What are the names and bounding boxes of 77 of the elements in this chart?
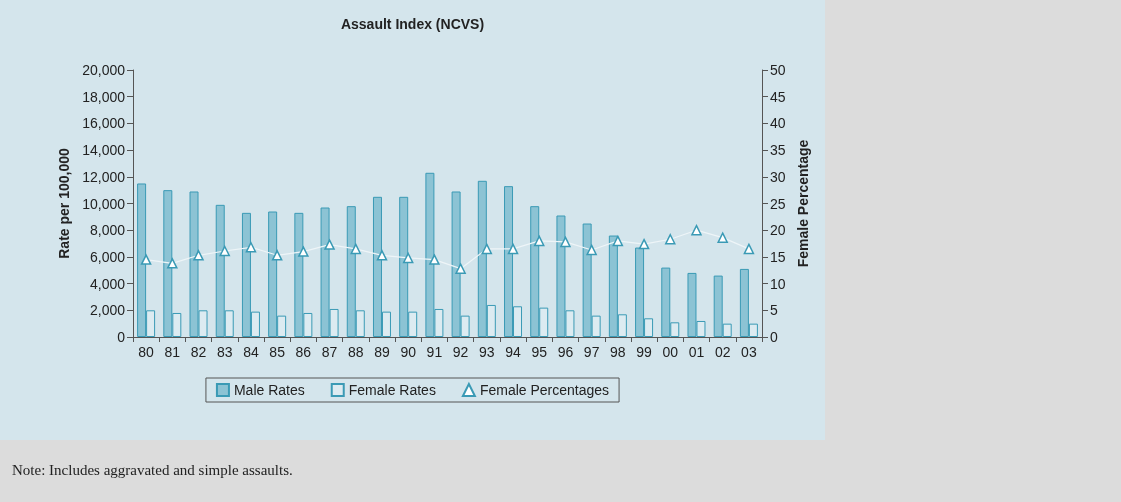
x-tick-label: 88 [347,344,364,360]
y-tick-label: 12,000 [82,168,126,185]
y2-tick-label: 25 [770,195,786,212]
y-tick-label: 10,000 [82,195,126,212]
x-tick-label: 85 [269,344,286,360]
x-tick-label: 98 [610,344,626,360]
y2-tick-label: 15 [770,248,786,265]
y-tick-label: 6,000 [89,248,126,265]
y2-tick-label: 5 [770,302,778,319]
point [507,243,519,255]
point [481,243,493,255]
point [455,263,466,274]
point [271,250,283,261]
point [691,224,702,236]
x-tick-label: 80 [138,344,155,360]
point [586,244,597,256]
point [429,254,440,265]
legend-label: Female Rates [348,382,436,398]
x-tick-label: 86 [295,344,312,360]
point [219,245,230,257]
point [638,238,650,250]
point [560,236,571,248]
point [193,250,204,261]
y2-tick-label: 0 [770,329,778,345]
y2-tick-label: 30 [770,168,786,185]
point [612,235,624,247]
point [665,234,676,245]
point [743,243,755,255]
point [167,258,178,269]
x-tick-label: 96 [557,344,574,360]
x-tick-label: 99 [636,344,653,360]
y-tick-label: 0 [117,329,126,345]
point [245,242,257,253]
point [376,250,388,261]
y2-tick-label: 50 [770,62,786,78]
x-tick-label: 03 [741,344,757,360]
point [533,235,545,247]
x-tick-label: 87 [321,344,338,360]
x-tick-label: 00 [662,344,679,360]
y2-tick-label: 45 [770,88,786,105]
text: Note: Includes aggravated and simple assaults. [11,461,294,479]
y-tick-label: 8,000 [89,222,126,239]
chart-title: Assault Index (NCVS) [340,16,485,32]
y-axis-title: Rate per 100,000 [56,148,72,259]
x-tick-label: 02 [714,344,731,360]
x-tick-label: 81 [164,344,181,360]
x-tick-label: 95 [531,344,548,360]
x-tick-label: 01 [688,344,705,360]
y-tick-label: 16,000 [82,115,126,132]
y2-tick-label: 10 [770,275,786,292]
y-tick-label: 14,000 [82,142,126,159]
x-tick-label: 90 [400,344,417,360]
x-tick-label: 92 [452,344,469,360]
x-tick-label: 97 [583,344,600,360]
y-tick-label: 4,000 [89,275,126,292]
x-tick-label: 93 [479,344,495,360]
y-tick-label: 20,000 [82,62,126,78]
y2-tick-label: 40 [770,115,786,132]
y2-tick-label: 35 [770,142,786,159]
legend-label: Male Rates [233,382,305,398]
point [140,254,152,265]
x-tick-label: 82 [190,344,207,360]
x-tick-label: 84 [243,344,259,360]
y-tick-label: 2,000 [89,302,126,319]
x-tick-label: 83 [216,344,233,360]
x-tick-label: 89 [374,344,390,360]
point [717,232,728,243]
y-tick-label: 18,000 [82,88,126,105]
y2-tick-label: 20 [770,222,786,239]
point [324,239,335,250]
point [402,252,414,264]
legend-label: Female Percentages [479,382,610,398]
point [298,246,309,257]
point [350,243,362,255]
y2-axis-title: Female Percentage [795,139,812,268]
x-tick-label: 94 [505,344,522,360]
x-tick-label: 91 [426,344,443,360]
